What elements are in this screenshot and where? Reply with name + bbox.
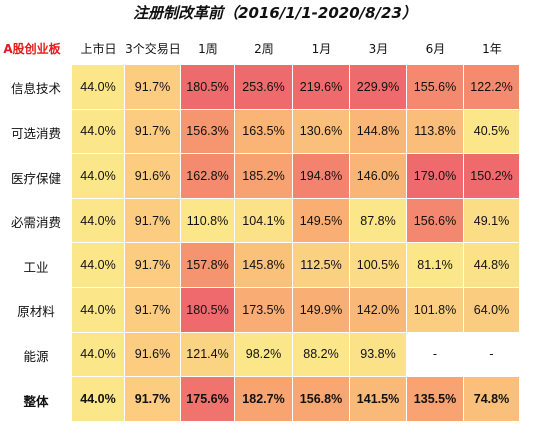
heatmap-cell: 162.8% [181,154,234,198]
heatmap-cell: 180.5% [181,65,234,109]
row-label: 整体 [23,393,49,409]
heatmap-cell: 44.0% [72,377,124,421]
row-label: 原材料 [17,304,55,320]
heatmap-cell: 87.8% [350,198,406,243]
heatmap-cell: 179.0% [407,154,463,198]
heatmap-cell: - [407,332,463,377]
heatmap-cell: 91.6% [125,332,180,377]
heatmap-cell: 229.9% [350,65,406,109]
heatmap-cell: 156.3% [181,109,234,154]
heatmap-cell: 182.7% [235,377,292,421]
heatmap-cell: 88.2% [293,332,349,377]
heatmap-cell: 44.8% [464,243,519,287]
heatmap-cell: 163.5% [235,109,292,154]
heatmap-cell: - [464,332,519,377]
column-header: 1月 [311,42,332,56]
heatmap-cell: 149.5% [293,198,349,243]
chart-title: 注册制改革前（2016/1/1-2020/8/23） [133,4,417,22]
heatmap-cell: 121.4% [181,332,234,377]
heatmap-cell: 155.6% [407,65,463,109]
heatmap-cell: 157.8% [181,243,234,287]
heatmap-cell: 135.5% [407,377,463,421]
heatmap-cell: 156.8% [293,377,349,421]
row-label: 可选消费 [10,125,61,141]
column-header: 2周 [254,42,274,56]
heatmap-cell: 81.1% [407,243,463,287]
heatmap-cell: 110.8% [181,198,234,243]
heatmap-cell: 44.0% [72,198,124,243]
heatmap-cell: 194.8% [293,154,349,198]
heatmap-cell: 146.0% [350,154,406,198]
heatmap-cell: 91.7% [125,377,180,421]
heatmap-cell: 74.8% [464,377,519,421]
heatmap-cell: 185.2% [235,154,292,198]
heatmap-cell: 91.7% [125,243,180,287]
heatmap-cell: 175.6% [181,377,234,421]
heatmap-cell: 98.2% [235,332,292,377]
heatmap-cell: 44.0% [72,332,124,377]
heatmap-cell: 44.0% [72,288,124,332]
heatmap-cell: 219.6% [293,65,349,109]
heatmap-cell: 91.7% [125,198,180,243]
heatmap-cell: 122.2% [464,65,519,109]
heatmap-cell: 173.5% [235,288,292,332]
heatmap-cell: 113.8% [407,109,463,154]
row-label: 医疗保健 [10,170,61,186]
column-header: 6月 [425,42,446,56]
heatmap-cell: 112.5% [293,243,349,287]
heatmap-cell: 104.1% [235,198,292,243]
column-header: 3个交易日 [125,42,181,56]
heatmap-cell: 44.0% [72,65,124,109]
column-header: 上市日 [80,42,117,56]
heatmap-cell: 130.6% [293,109,349,154]
heatmap-cell: 40.5% [464,109,519,154]
heatmap-cell: 91.6% [125,154,180,198]
heatmap-cell: 100.5% [350,243,406,287]
row-label: 必需消费 [10,215,61,231]
heatmap-cell: 141.5% [350,377,406,421]
heatmap-cell: 145.8% [235,243,292,287]
column-header: 1周 [198,42,218,56]
heatmap-cell: 150.2% [464,154,519,198]
heatmap-cell: 253.6% [235,65,292,109]
heatmap-cell: 44.0% [72,154,124,198]
heatmap-cell: 156.6% [407,198,463,243]
heatmap-cell: 91.7% [125,109,180,154]
corner-label: A股创业板 [3,42,61,56]
heatmap-cell: 91.7% [125,288,180,332]
heatmap-cell: 44.0% [72,109,124,154]
heatmap-cell: 149.9% [293,288,349,332]
heatmap-cell: 101.8% [407,288,463,332]
heatmap-cell: 44.0% [72,243,124,287]
heatmap-cell: 180.5% [181,288,234,332]
heatmap-cell: 144.8% [350,109,406,154]
row-label: 能源 [23,348,49,364]
heatmap-cell: 91.7% [125,65,180,109]
row-label: 信息技术 [10,81,61,97]
heatmap-cell: 93.8% [350,332,406,377]
column-header: 1年 [482,42,502,56]
heatmap-cell: 49.1% [464,198,519,243]
column-header: 3月 [368,42,389,56]
heatmap-cell: 64.0% [464,288,519,332]
row-label: 工业 [23,259,49,275]
heatmap-cell: 142.0% [350,288,406,332]
